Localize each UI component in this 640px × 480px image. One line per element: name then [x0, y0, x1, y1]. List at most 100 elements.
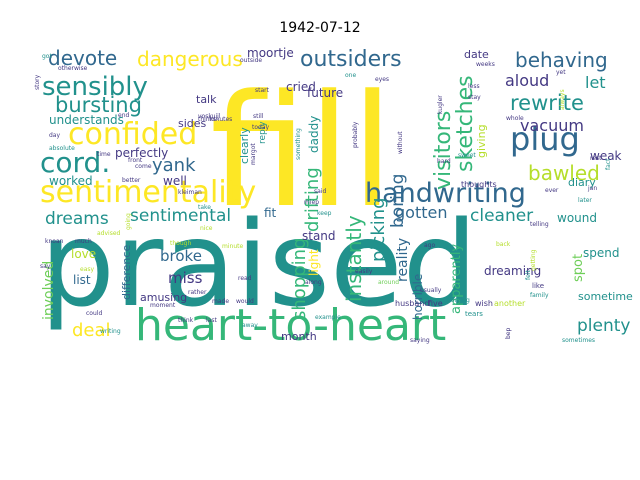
cloud-word: away	[242, 322, 258, 329]
cloud-word: kleiman	[178, 189, 202, 196]
cloud-word: giving	[475, 124, 488, 158]
cloud-word: confided	[68, 117, 197, 152]
cloud-word: time	[97, 151, 111, 158]
cloud-word: probably	[352, 121, 359, 148]
cloud-word: later	[578, 197, 592, 204]
cloud-word: keep	[317, 210, 332, 217]
cloud-word: gotten	[395, 203, 447, 222]
cloud-word: minute	[222, 243, 243, 250]
cloud-word: think	[178, 317, 194, 324]
cloud-word: outsiders	[300, 47, 402, 72]
cloud-word: sensibly	[42, 72, 148, 102]
cloud-word: involved	[41, 261, 57, 320]
cloud-word: made	[212, 298, 229, 305]
cloud-word: though	[170, 240, 191, 247]
cloud-word: perfectly	[115, 146, 168, 160]
cloud-word: heart-to-heart	[135, 300, 446, 351]
cloud-word: felt	[525, 270, 532, 280]
cloud-word: weak	[590, 149, 622, 163]
cloud-word: example	[315, 314, 341, 321]
cloud-word: amusing	[140, 291, 187, 304]
cloud-word: hard	[437, 158, 451, 165]
cloud-word: another	[494, 299, 526, 308]
cloud-word: deal	[72, 320, 111, 341]
cloud-word: writing	[100, 328, 121, 335]
cloud-word: daddy	[307, 116, 321, 153]
cloud-word: light	[307, 249, 321, 276]
cloud-word: always	[559, 89, 566, 110]
cloud-word: talk	[196, 93, 217, 106]
cloud-word: working	[446, 297, 470, 304]
cloud-word: wound	[557, 211, 597, 225]
cloud-word: minutes	[208, 116, 232, 123]
cloud-word: day	[49, 132, 60, 139]
cloud-word: come	[135, 163, 152, 170]
cloud-word: knoan	[45, 238, 64, 245]
cloud-word: yet	[556, 69, 566, 76]
cloud-word: rest	[590, 155, 602, 162]
cloud-word: sketches	[453, 75, 478, 172]
cloud-word: difference	[120, 245, 133, 300]
cloud-word: say	[40, 263, 51, 270]
cloud-word: praised	[40, 195, 478, 333]
cloud-word: plug	[510, 120, 580, 158]
cloud-word: dangerous	[137, 47, 243, 71]
cloud-word: worked	[49, 174, 93, 188]
cloud-word: vacuum	[520, 116, 584, 135]
cloud-word: rather	[188, 289, 207, 296]
cloud-word: bursting	[55, 93, 142, 117]
cloud-word: today	[252, 124, 270, 131]
cloud-word: take	[198, 204, 211, 211]
cloud-word: horrible	[411, 274, 425, 320]
cloud-word: without	[397, 131, 404, 154]
cloud-word: broke	[160, 247, 202, 265]
cloud-word: visitors	[431, 111, 456, 190]
cloud-word: rewrite	[510, 91, 584, 115]
cloud-word: dreaming	[484, 264, 541, 278]
cloud-word: better	[122, 177, 141, 184]
cloud-word: last	[206, 317, 217, 324]
cloud-word: sides	[178, 117, 207, 130]
cloud-word: whole	[506, 115, 524, 122]
cloud-word: reply	[258, 121, 268, 144]
cloud-word: shopping	[289, 238, 310, 321]
cloud-word: sentimentality	[40, 175, 256, 210]
cloud-word: would	[236, 298, 254, 305]
cloud-word: read	[238, 275, 252, 282]
cloud-word: instantly	[342, 215, 366, 302]
cloud-background	[30, 44, 612, 340]
cloud-word: sometime	[578, 290, 633, 303]
cloud-word: drifting	[302, 167, 323, 232]
cloud-word: got	[42, 53, 52, 60]
cloud-word: boring	[388, 174, 408, 228]
cloud-word: front	[128, 157, 143, 164]
cloud-word: tears	[465, 310, 483, 318]
cloud-word: fit	[264, 206, 277, 220]
cloud-word: aloud	[505, 71, 549, 90]
cloud-word: usually	[420, 287, 442, 294]
cloud-word: saying	[410, 337, 430, 344]
cloud-word: still	[253, 113, 264, 120]
figure-title: 1942-07-12	[279, 20, 361, 36]
cloud-word: could	[86, 310, 102, 317]
cloud-word: jan	[587, 185, 597, 192]
cloud-word: understands	[49, 113, 124, 127]
cloud-word: future	[307, 86, 343, 100]
cloud-word: list	[73, 273, 91, 287]
cloud-word: wish	[475, 299, 493, 308]
cloud-word: nice	[200, 225, 213, 232]
cloud-word: less	[468, 83, 480, 90]
cloud-word: end	[118, 112, 129, 119]
cloud-word: apparently	[449, 244, 464, 314]
cloud-word: picking	[368, 197, 389, 262]
cloud-word: well	[163, 174, 187, 188]
cloud-word: telling	[530, 221, 549, 228]
cloud-word: miss	[168, 269, 203, 287]
cloud-word: going	[125, 213, 132, 230]
cloud-word: getting	[530, 249, 537, 271]
cloud-word: fill	[210, 61, 394, 242]
cloud-word: let	[585, 73, 606, 92]
cloud-word: family	[530, 292, 549, 299]
cloud-word: moortje	[247, 46, 294, 60]
